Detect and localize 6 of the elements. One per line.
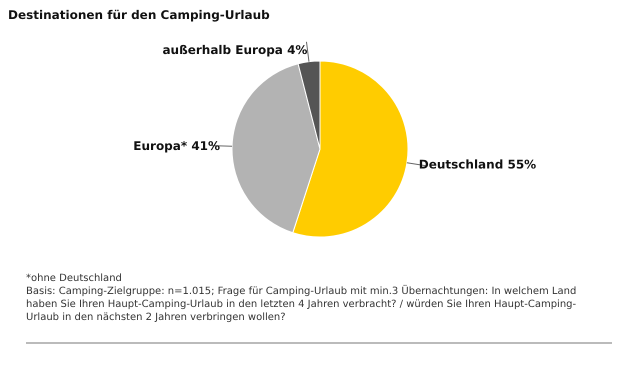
text: Basis: Camping-Zielgruppe: n=1.015; Frage für Camping-Urlaub mit min.3 Übernachtungen: In welchem Land haben Sie Ihren Haupt-Camping-Urlaub in den letzten 4 Jahren verbracht? / würden Sie Ihren Haupt-Camping-Urlaub in den nächsten 2 Jahren verbringen wollen? [26,285,578,324]
chart-title: Destinationen für den Camping-Urlaub [8,8,271,24]
slice-label: Europa* 41% [133,138,220,153]
slice-label: Deutschland 55% [418,158,536,172]
slice-label: außerhalb Europa 4% [162,42,308,57]
text: *ohne Deutschland [26,272,123,285]
